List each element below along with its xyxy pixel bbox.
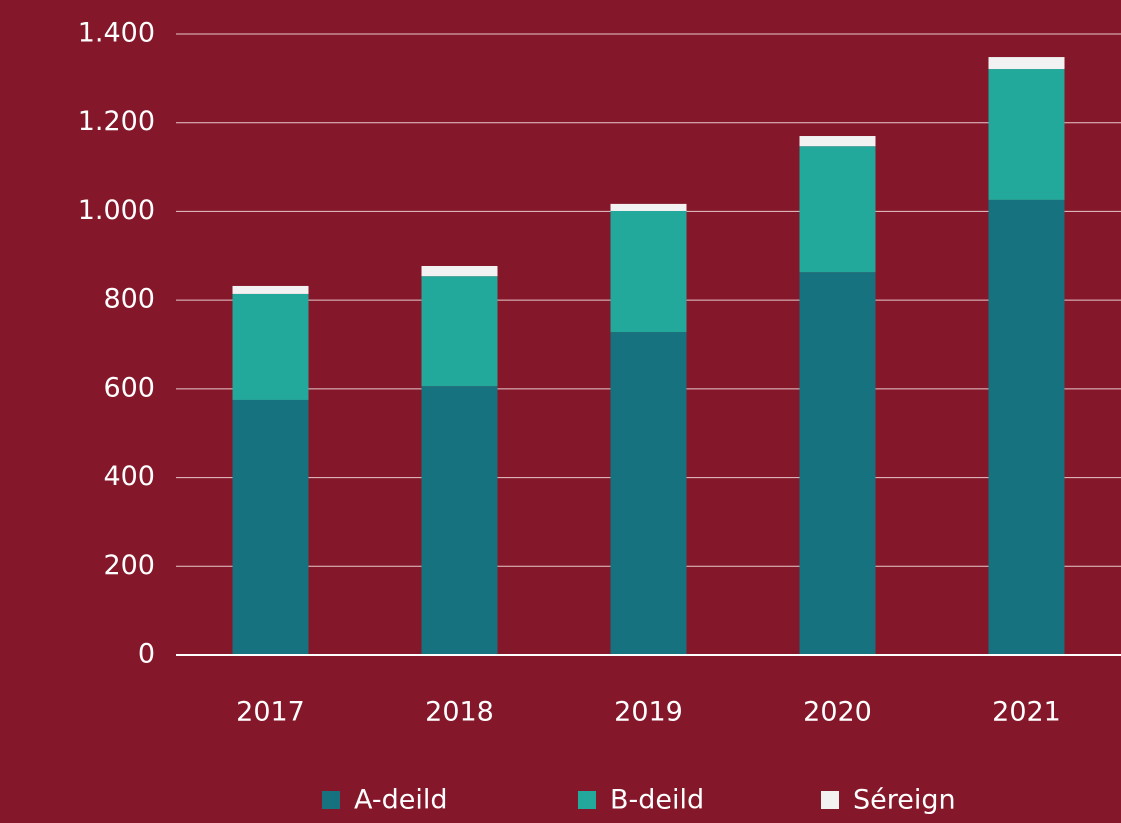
legend-label: Séreign — [853, 785, 956, 816]
legend-swatch — [322, 791, 340, 809]
y-tick-label: 1.200 — [78, 106, 155, 137]
legend-label: B-deild — [610, 785, 704, 816]
bar-segment — [421, 265, 498, 277]
y-tick-label: 200 — [103, 550, 155, 581]
bar-segment — [610, 203, 687, 211]
bar-segment — [988, 199, 1065, 655]
bar-segment — [799, 272, 876, 655]
bar-segment — [610, 332, 687, 655]
y-tick-label: 800 — [103, 284, 155, 315]
x-tick-label: 2019 — [614, 697, 683, 728]
bar-segment — [232, 399, 309, 655]
y-tick-label: 600 — [103, 372, 155, 403]
bar-segment — [988, 69, 1065, 200]
x-tick-label: 2017 — [236, 697, 305, 728]
bar-segment — [421, 276, 498, 387]
x-tick-label: 2018 — [425, 697, 494, 728]
legend-swatch — [821, 791, 839, 809]
y-tick-label: 400 — [103, 461, 155, 492]
bar-segment — [421, 386, 498, 655]
bar-segment — [799, 146, 876, 273]
legend-swatch — [578, 791, 596, 809]
bar-segment — [232, 285, 309, 294]
bar-segment — [988, 57, 1065, 70]
bar-segment — [799, 136, 876, 147]
y-tick-label: 1.000 — [78, 195, 155, 226]
y-tick-label: 1.400 — [78, 18, 155, 49]
y-tick-label: 0 — [138, 639, 155, 670]
x-tick-label: 2020 — [803, 697, 872, 728]
x-tick-label: 2021 — [992, 697, 1061, 728]
bar-segment — [232, 293, 309, 400]
legend-label: A-deild — [354, 785, 448, 816]
bar-segment — [610, 210, 687, 333]
